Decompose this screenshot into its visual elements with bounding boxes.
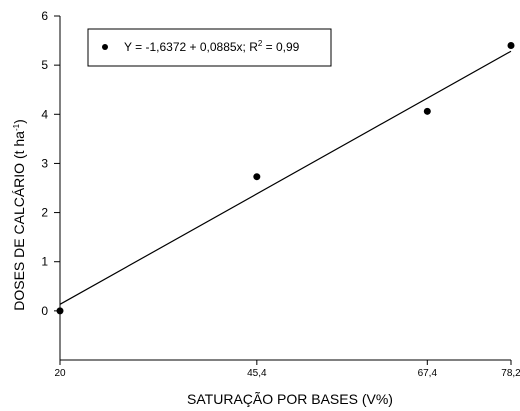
legend-marker — [102, 44, 108, 50]
data-point — [253, 173, 261, 181]
fit-line-group — [59, 50, 512, 305]
data-point — [56, 307, 64, 315]
axes — [59, 16, 511, 361]
x-axis-title: SATURAÇÃO POR BASES (V%) — [187, 391, 393, 407]
y-tick-label: 6 — [41, 9, 48, 23]
x-tick-label: 78,2 — [501, 368, 520, 379]
x-tick-label: 20 — [54, 368, 66, 379]
y-axis-title: DOSES DE CALCÁRIO (t ha-1) — [11, 119, 27, 311]
y-axis-title-main: DOSES DE CALCÁRIO (t ha — [11, 131, 27, 311]
legend-equation-end: = 0,99 — [262, 40, 299, 54]
y-axis-title-sup: -1 — [12, 123, 21, 131]
y-tick-label: 3 — [41, 156, 48, 170]
x-ticks: 20 45,4 67,4 78,2 — [54, 360, 520, 379]
legend-equation-main: Y = -1,6372 + 0,0885x; R — [124, 40, 258, 54]
legend-equation: Y = -1,6372 + 0,0885x; R2 = 0,99 — [124, 39, 300, 54]
data-point — [507, 41, 515, 49]
fit-line — [59, 50, 512, 305]
legend-box — [87, 28, 332, 67]
x-tick-label: 67,4 — [418, 368, 438, 379]
x-tick-label: 45,4 — [247, 368, 267, 379]
y-tick-label: 0 — [41, 304, 48, 318]
y-ticks: 0 1 2 3 4 5 6 — [41, 9, 60, 318]
y-tick-label: 2 — [41, 206, 48, 220]
data-point — [423, 107, 431, 115]
y-axis-title-end: ) — [11, 119, 27, 124]
y-tick-label: 1 — [41, 255, 48, 269]
legend-equation-sup: 2 — [258, 39, 263, 48]
y-tick-label: 5 — [41, 58, 48, 72]
legend: Y = -1,6372 + 0,0885x; R2 = 0,99 — [87, 28, 332, 67]
data-points — [56, 41, 515, 315]
y-tick-label: 4 — [41, 107, 48, 121]
